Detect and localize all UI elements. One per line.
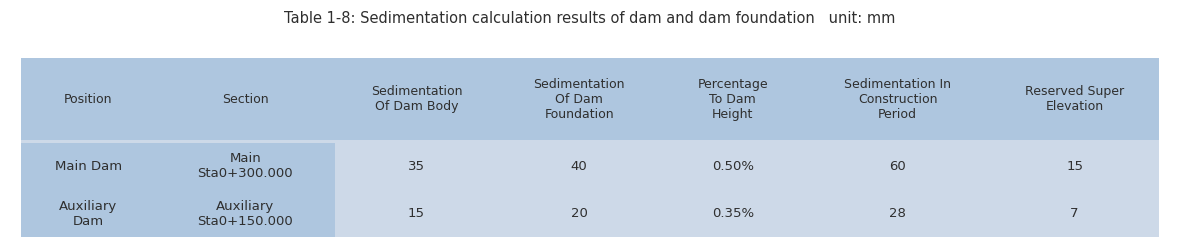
Text: Section: Section [222, 93, 269, 106]
Text: Sedimentation
Of Dam
Foundation: Sedimentation Of Dam Foundation [533, 78, 625, 121]
Text: 20: 20 [571, 207, 588, 220]
Text: Reserved Super
Elevation: Reserved Super Elevation [1025, 85, 1125, 113]
Text: 0.35%: 0.35% [712, 207, 754, 220]
Text: Position: Position [64, 93, 112, 106]
Text: Percentage
To Dam
Height: Percentage To Dam Height [697, 78, 768, 121]
Text: Sedimentation
Of Dam Body: Sedimentation Of Dam Body [371, 85, 463, 113]
Text: 7: 7 [1070, 207, 1079, 220]
Text: Main
Sta0+300.000: Main Sta0+300.000 [197, 152, 293, 180]
Text: 15: 15 [408, 207, 425, 220]
Text: Sedimentation In
Construction
Period: Sedimentation In Construction Period [844, 78, 951, 121]
Text: Main Dam: Main Dam [54, 160, 122, 173]
Text: 15: 15 [1066, 160, 1083, 173]
Text: 40: 40 [571, 160, 588, 173]
Text: 0.50%: 0.50% [712, 160, 754, 173]
Text: 35: 35 [408, 160, 425, 173]
Text: Auxiliary
Dam: Auxiliary Dam [59, 199, 118, 227]
Text: Auxiliary
Sta0+150.000: Auxiliary Sta0+150.000 [197, 199, 293, 227]
Text: 60: 60 [890, 160, 906, 173]
Text: 28: 28 [890, 207, 906, 220]
Text: Table 1-8: Sedimentation calculation results of dam and dam foundation   unit: m: Table 1-8: Sedimentation calculation res… [284, 11, 896, 26]
